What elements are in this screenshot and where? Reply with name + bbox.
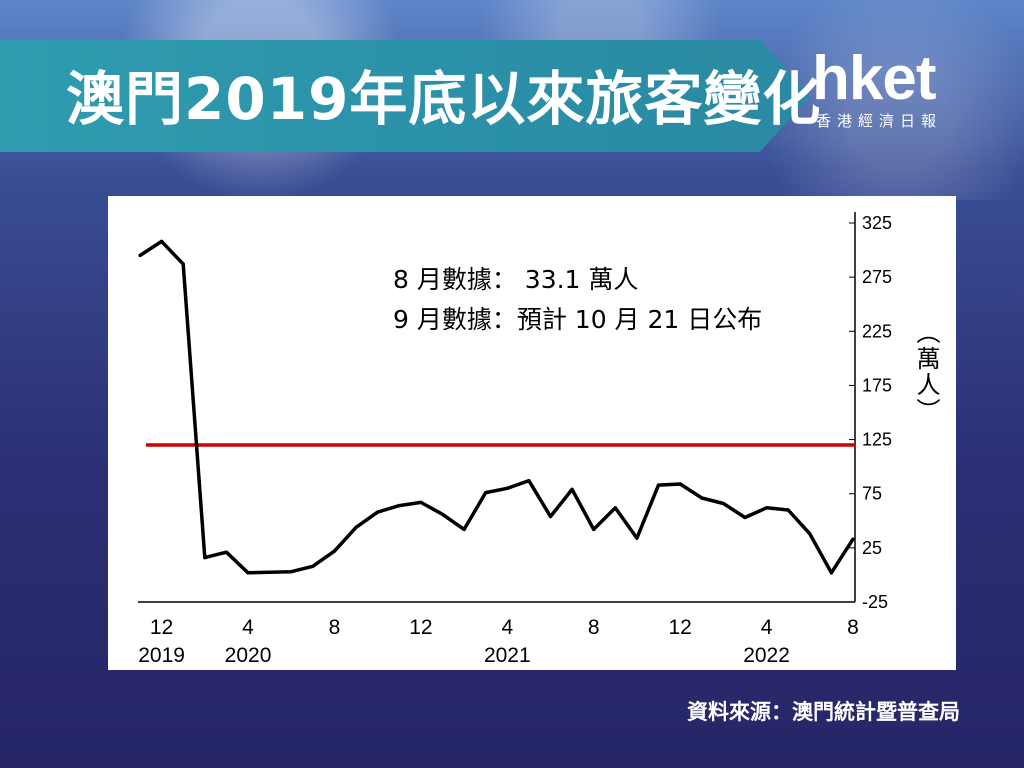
y-axis-label: （萬人）: [912, 320, 940, 424]
data-point: [419, 500, 423, 504]
y-tick-label: 25: [862, 538, 882, 558]
x-tick-label-year: 2019: [138, 644, 185, 667]
data-point: [462, 527, 466, 532]
x-tick-label-year: 2021: [484, 644, 531, 667]
x-tick-label-month: 12: [409, 616, 432, 639]
data-point: [700, 496, 704, 500]
x-tick-label-month: 12: [150, 616, 173, 639]
series-line: [139, 239, 855, 575]
data-point: [311, 564, 315, 568]
x-tick-label-month: 8: [588, 616, 600, 639]
data-point: [354, 525, 358, 529]
data-point: [656, 483, 661, 487]
data-point: [570, 487, 574, 491]
data-point: [505, 486, 509, 490]
data-point: [613, 506, 617, 510]
y-tick-label: 125: [862, 430, 892, 450]
annotation-text: 9 月數據：預計 10 月 21 日公布: [393, 305, 762, 334]
source-note: 資料來源：澳門統計暨普查局: [687, 700, 960, 724]
data-point: [160, 239, 164, 244]
data-point: [289, 570, 293, 574]
data-point: [851, 537, 855, 541]
y-tick-label: 325: [862, 213, 892, 233]
y-tick-label: -25: [862, 592, 888, 612]
data-point: [721, 501, 725, 506]
x-tick-label-month: 12: [668, 616, 691, 639]
x-tick-label-year: 2022: [743, 644, 790, 667]
x-tick-label-month: 8: [847, 616, 859, 639]
annotation-text: 8 月數據： 33.1 萬人: [393, 265, 638, 294]
x-tick-label-month: 4: [501, 616, 513, 639]
data-point: [635, 536, 639, 540]
series-layer: [138, 239, 855, 575]
data-point: [592, 527, 596, 532]
x-tick-label-month: 4: [242, 616, 254, 639]
title-banner: [0, 40, 810, 152]
page-title: 澳門2019年底以來旅客變化: [66, 65, 822, 133]
data-point: [786, 508, 790, 512]
data-point: [332, 549, 337, 553]
data-point: [224, 550, 229, 554]
data-point: [246, 571, 250, 575]
data-point: [397, 504, 401, 508]
data-point: [138, 253, 142, 258]
data-point: [548, 514, 553, 519]
x-tick-label-year: 2020: [225, 644, 272, 667]
data-point: [743, 515, 747, 520]
logo-subtitle: 香港經濟日報: [816, 112, 943, 130]
y-tick-label: 175: [862, 375, 892, 395]
logo-wordmark: hket: [812, 44, 936, 113]
data-point: [268, 570, 272, 574]
data-point: [808, 532, 812, 536]
y-tick-label: 75: [862, 484, 882, 504]
data-point: [678, 482, 682, 486]
data-point: [376, 510, 380, 514]
axis-layer: 325 275 225 175 125 75 25 -25 （萬人） 12 2019 4 2020 8 12…: [138, 212, 940, 667]
line-chart: 325 275 225 175 125 75 25 -25 （萬人） 12 2019 4 2020 8 12…: [138, 212, 940, 667]
x-tick-label-month: 8: [329, 616, 341, 639]
data-point: [203, 556, 207, 560]
data-point: [764, 506, 769, 510]
data-point: [181, 262, 185, 266]
chart-card: 325 275 225 175 125 75 25 -25 （萬人） 12 2019 4 2020 8 12…: [108, 196, 956, 670]
x-tick-label-month: 4: [761, 616, 773, 639]
hket-logo: hket 香港經濟日報: [812, 46, 982, 136]
y-tick-label: 225: [862, 321, 892, 341]
label-layer: 8 月數據： 33.1 萬人 9 月數據：預計 10 月 21 日公布: [393, 265, 762, 334]
data-point: [484, 491, 488, 495]
y-tick-label: 275: [862, 267, 892, 287]
data-point: [527, 479, 531, 483]
data-point: [440, 512, 445, 516]
data-point: [829, 571, 833, 575]
